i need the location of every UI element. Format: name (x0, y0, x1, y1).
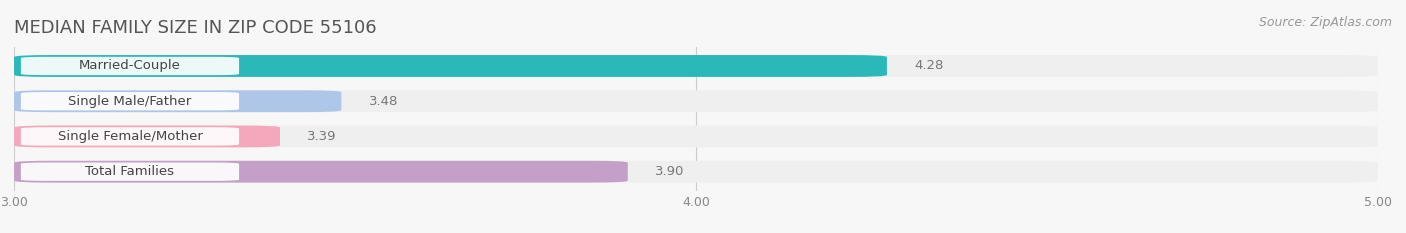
FancyBboxPatch shape (14, 55, 887, 77)
FancyBboxPatch shape (14, 90, 1378, 112)
Text: 3.48: 3.48 (368, 95, 398, 108)
FancyBboxPatch shape (14, 55, 1378, 77)
Text: Single Female/Mother: Single Female/Mother (58, 130, 202, 143)
FancyBboxPatch shape (14, 126, 1378, 147)
Text: Total Families: Total Families (86, 165, 174, 178)
Text: Single Male/Father: Single Male/Father (69, 95, 191, 108)
Text: 3.39: 3.39 (308, 130, 337, 143)
FancyBboxPatch shape (21, 57, 239, 75)
Text: Source: ZipAtlas.com: Source: ZipAtlas.com (1258, 16, 1392, 29)
FancyBboxPatch shape (14, 90, 342, 112)
Text: 3.90: 3.90 (655, 165, 685, 178)
FancyBboxPatch shape (14, 126, 280, 147)
FancyBboxPatch shape (21, 163, 239, 181)
FancyBboxPatch shape (21, 127, 239, 146)
FancyBboxPatch shape (21, 92, 239, 110)
Text: MEDIAN FAMILY SIZE IN ZIP CODE 55106: MEDIAN FAMILY SIZE IN ZIP CODE 55106 (14, 19, 377, 37)
FancyBboxPatch shape (14, 161, 627, 183)
FancyBboxPatch shape (14, 161, 1378, 183)
Text: 4.28: 4.28 (914, 59, 943, 72)
Text: Married-Couple: Married-Couple (79, 59, 181, 72)
